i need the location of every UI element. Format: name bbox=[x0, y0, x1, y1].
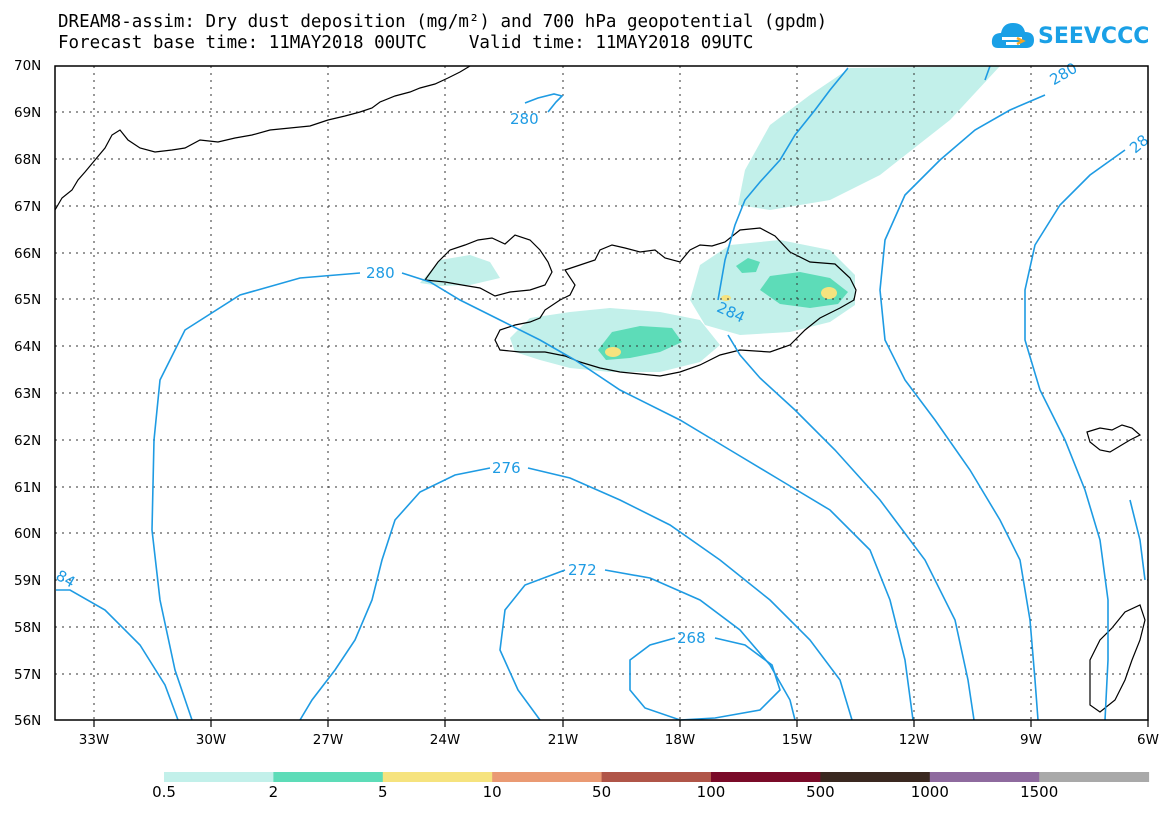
lat-label: 60N bbox=[14, 526, 41, 542]
legend-swatch bbox=[273, 772, 384, 782]
lat-label: 56N bbox=[14, 713, 41, 729]
legend-swatch bbox=[382, 772, 493, 782]
lon-label: 15W bbox=[782, 732, 813, 748]
map-frame bbox=[54, 65, 1149, 721]
lon-label: 33W bbox=[79, 732, 110, 748]
graticule bbox=[55, 66, 1148, 720]
contour-label-280-east: 280 bbox=[1047, 59, 1081, 89]
lon-label: 6W bbox=[1137, 732, 1159, 748]
legend-label: 1500 bbox=[1020, 783, 1058, 801]
contour-label-84: 84 bbox=[53, 566, 79, 591]
contour-268 bbox=[629, 637, 781, 721]
contour-292-scotland bbox=[1129, 499, 1146, 581]
coastlines bbox=[54, 65, 1146, 713]
legend-label: 1000 bbox=[911, 783, 949, 801]
faroe-islands bbox=[1086, 424, 1142, 453]
dust-east-medium-2 bbox=[736, 258, 760, 273]
geopotential-contours bbox=[56, 65, 1146, 721]
longitude-labels: 33W 30W 27W 24W 21W 18W 15W 12W 9W 6W bbox=[79, 732, 1159, 748]
contour-272 bbox=[499, 569, 796, 721]
forecast-time-line: Forecast base time: 11MAY2018 00UTC Vali… bbox=[58, 33, 754, 53]
lat-label: 58N bbox=[14, 620, 41, 636]
legend-swatch bbox=[492, 772, 603, 782]
lon-label: 21W bbox=[548, 732, 579, 748]
dust-west-fjords bbox=[420, 255, 500, 286]
lat-label: 69N bbox=[14, 105, 41, 121]
contour-label-276: 276 bbox=[492, 459, 521, 477]
legend-label: 2 bbox=[269, 783, 279, 801]
contour-276 bbox=[299, 467, 853, 721]
legend-swatch bbox=[1039, 772, 1150, 782]
map-title: DREAM8-assim: Dry dust deposition (mg/m²… bbox=[58, 12, 828, 32]
legend-swatch bbox=[711, 772, 821, 782]
legend-swatch bbox=[820, 772, 931, 782]
lat-label: 64N bbox=[14, 339, 41, 355]
lat-label: 57N bbox=[14, 667, 41, 683]
lat-label: 65N bbox=[14, 292, 41, 308]
iceland-coast bbox=[494, 227, 857, 377]
iceland-westfjords bbox=[423, 234, 553, 297]
lon-label: 18W bbox=[665, 732, 696, 748]
contour-280-main bbox=[151, 272, 914, 721]
logo-text: SEEVCCC bbox=[1038, 24, 1150, 49]
lon-label: 30W bbox=[196, 732, 227, 748]
contour-280-small bbox=[524, 93, 564, 113]
lon-label: 27W bbox=[313, 732, 344, 748]
legend-label: 500 bbox=[806, 783, 835, 801]
dust-deposition-shading bbox=[420, 66, 1000, 372]
contour-284-east bbox=[984, 65, 991, 81]
lat-label: 61N bbox=[14, 480, 41, 496]
seevccc-logo: SEEVCCC bbox=[990, 18, 1160, 58]
contour-label-280-west: 280 bbox=[366, 264, 395, 282]
legend-label: 10 bbox=[483, 783, 502, 801]
axis-ticks bbox=[93, 720, 1149, 727]
contour-284-west bbox=[56, 589, 179, 721]
legend-swatch bbox=[929, 772, 1040, 782]
lon-label: 9W bbox=[1020, 732, 1042, 748]
legend-swatch bbox=[164, 772, 274, 782]
contour-label-268: 268 bbox=[677, 629, 706, 647]
dust-east-high bbox=[821, 287, 837, 299]
greenland-coast bbox=[54, 65, 471, 211]
lon-label: 24W bbox=[430, 732, 461, 748]
lon-label: 12W bbox=[899, 732, 930, 748]
contour-label-280-north: 280 bbox=[510, 110, 539, 128]
cloud-logo-icon bbox=[991, 23, 1034, 48]
legend-label: 5 bbox=[378, 783, 388, 801]
lat-label: 70N bbox=[14, 58, 41, 74]
contour-288-east bbox=[879, 94, 1046, 721]
legend-label: 100 bbox=[697, 783, 726, 801]
color-legend: 0.5 2 5 10 50 100 500 1000 1500 bbox=[152, 772, 1150, 801]
contour-label-272: 272 bbox=[568, 561, 597, 579]
latitude-labels: 70N 69N 68N 67N 66N 65N 64N 63N 62N 61N … bbox=[14, 58, 41, 729]
scotland-coast bbox=[1089, 604, 1146, 713]
contour-292-east bbox=[1024, 149, 1126, 721]
lat-label: 66N bbox=[14, 246, 41, 262]
legend-swatch bbox=[601, 772, 712, 782]
dust-south-high bbox=[605, 347, 621, 357]
dust-plume-northeast bbox=[738, 66, 1000, 210]
legend-label: 0.5 bbox=[152, 783, 176, 801]
lat-label: 67N bbox=[14, 199, 41, 215]
contour-284 bbox=[717, 67, 975, 721]
lat-label: 62N bbox=[14, 433, 41, 449]
lat-label: 59N bbox=[14, 573, 41, 589]
lat-label: 68N bbox=[14, 152, 41, 168]
lat-label: 63N bbox=[14, 386, 41, 402]
legend-label: 50 bbox=[592, 783, 611, 801]
